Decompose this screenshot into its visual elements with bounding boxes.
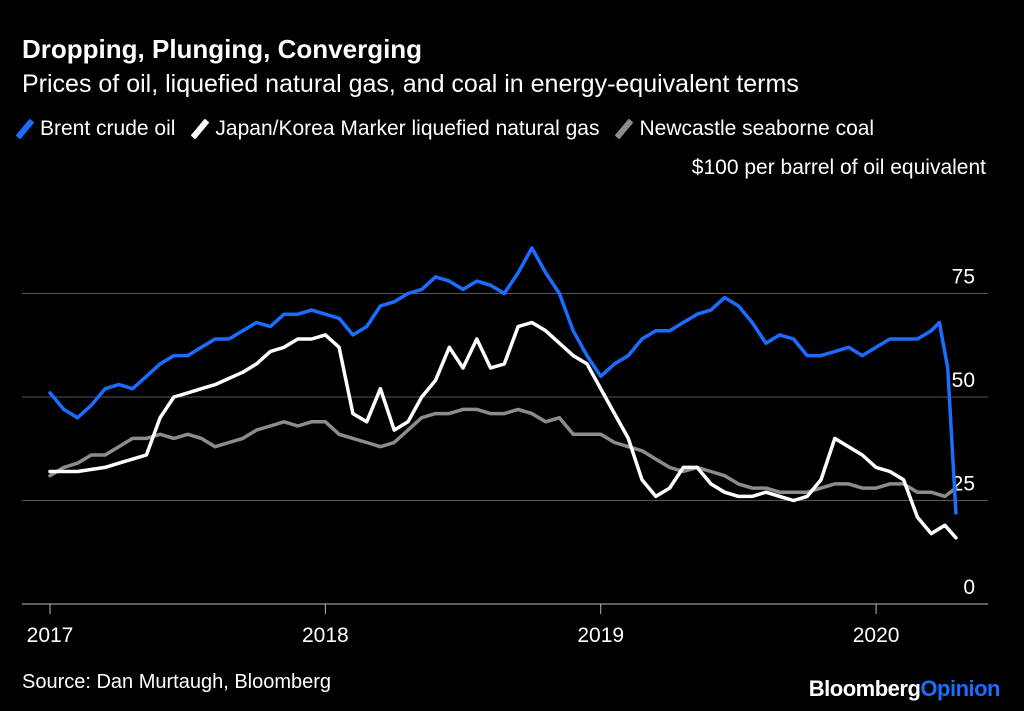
series-line-1 <box>48 320 958 540</box>
series-line-2 <box>48 407 958 499</box>
legend-item-brent: Brent crude oil <box>15 117 176 141</box>
chart-title: Dropping, Plunging, Converging <box>22 34 423 64</box>
x-tick-label-2017: 2017 <box>27 624 74 647</box>
series-line-0 <box>48 246 958 515</box>
legend-label-brent: Brent crude oil <box>40 117 176 140</box>
y-tick-label-0: 0 <box>963 576 975 599</box>
legend-item-coal: Newcastle seaborne coal <box>615 117 875 141</box>
brand-part-2: Opinion <box>920 676 1000 701</box>
y-tick-label-25: 25 <box>952 473 975 496</box>
legend-label-lng: Japan/Korea Marker liquefied natural gas <box>215 117 600 140</box>
legend: Brent crude oil Japan/Korea Marker lique… <box>15 117 896 141</box>
x-tick-label-2018: 2018 <box>302 624 349 647</box>
brand-part-1: Bloomberg <box>808 676 921 701</box>
y-tick-label-50: 50 <box>952 369 975 392</box>
y-tick-label-75: 75 <box>952 266 975 289</box>
x-tick-label-2020: 2020 <box>853 624 900 647</box>
unit-label: $100 per barrel of oil equivalent <box>691 156 986 179</box>
chart-subtitle: Prices of oil, liquefied natural gas, an… <box>22 70 799 98</box>
legend-item-lng: Japan/Korea Marker liquefied natural gas <box>191 117 600 141</box>
brand-logo: BloombergOpinion <box>808 676 1001 702</box>
legend-label-coal: Newcastle seaborne coal <box>639 117 875 140</box>
source-note: Source: Dan Murtaugh, Bloomberg <box>22 671 332 693</box>
x-tick-label-2019: 2019 <box>577 624 624 647</box>
